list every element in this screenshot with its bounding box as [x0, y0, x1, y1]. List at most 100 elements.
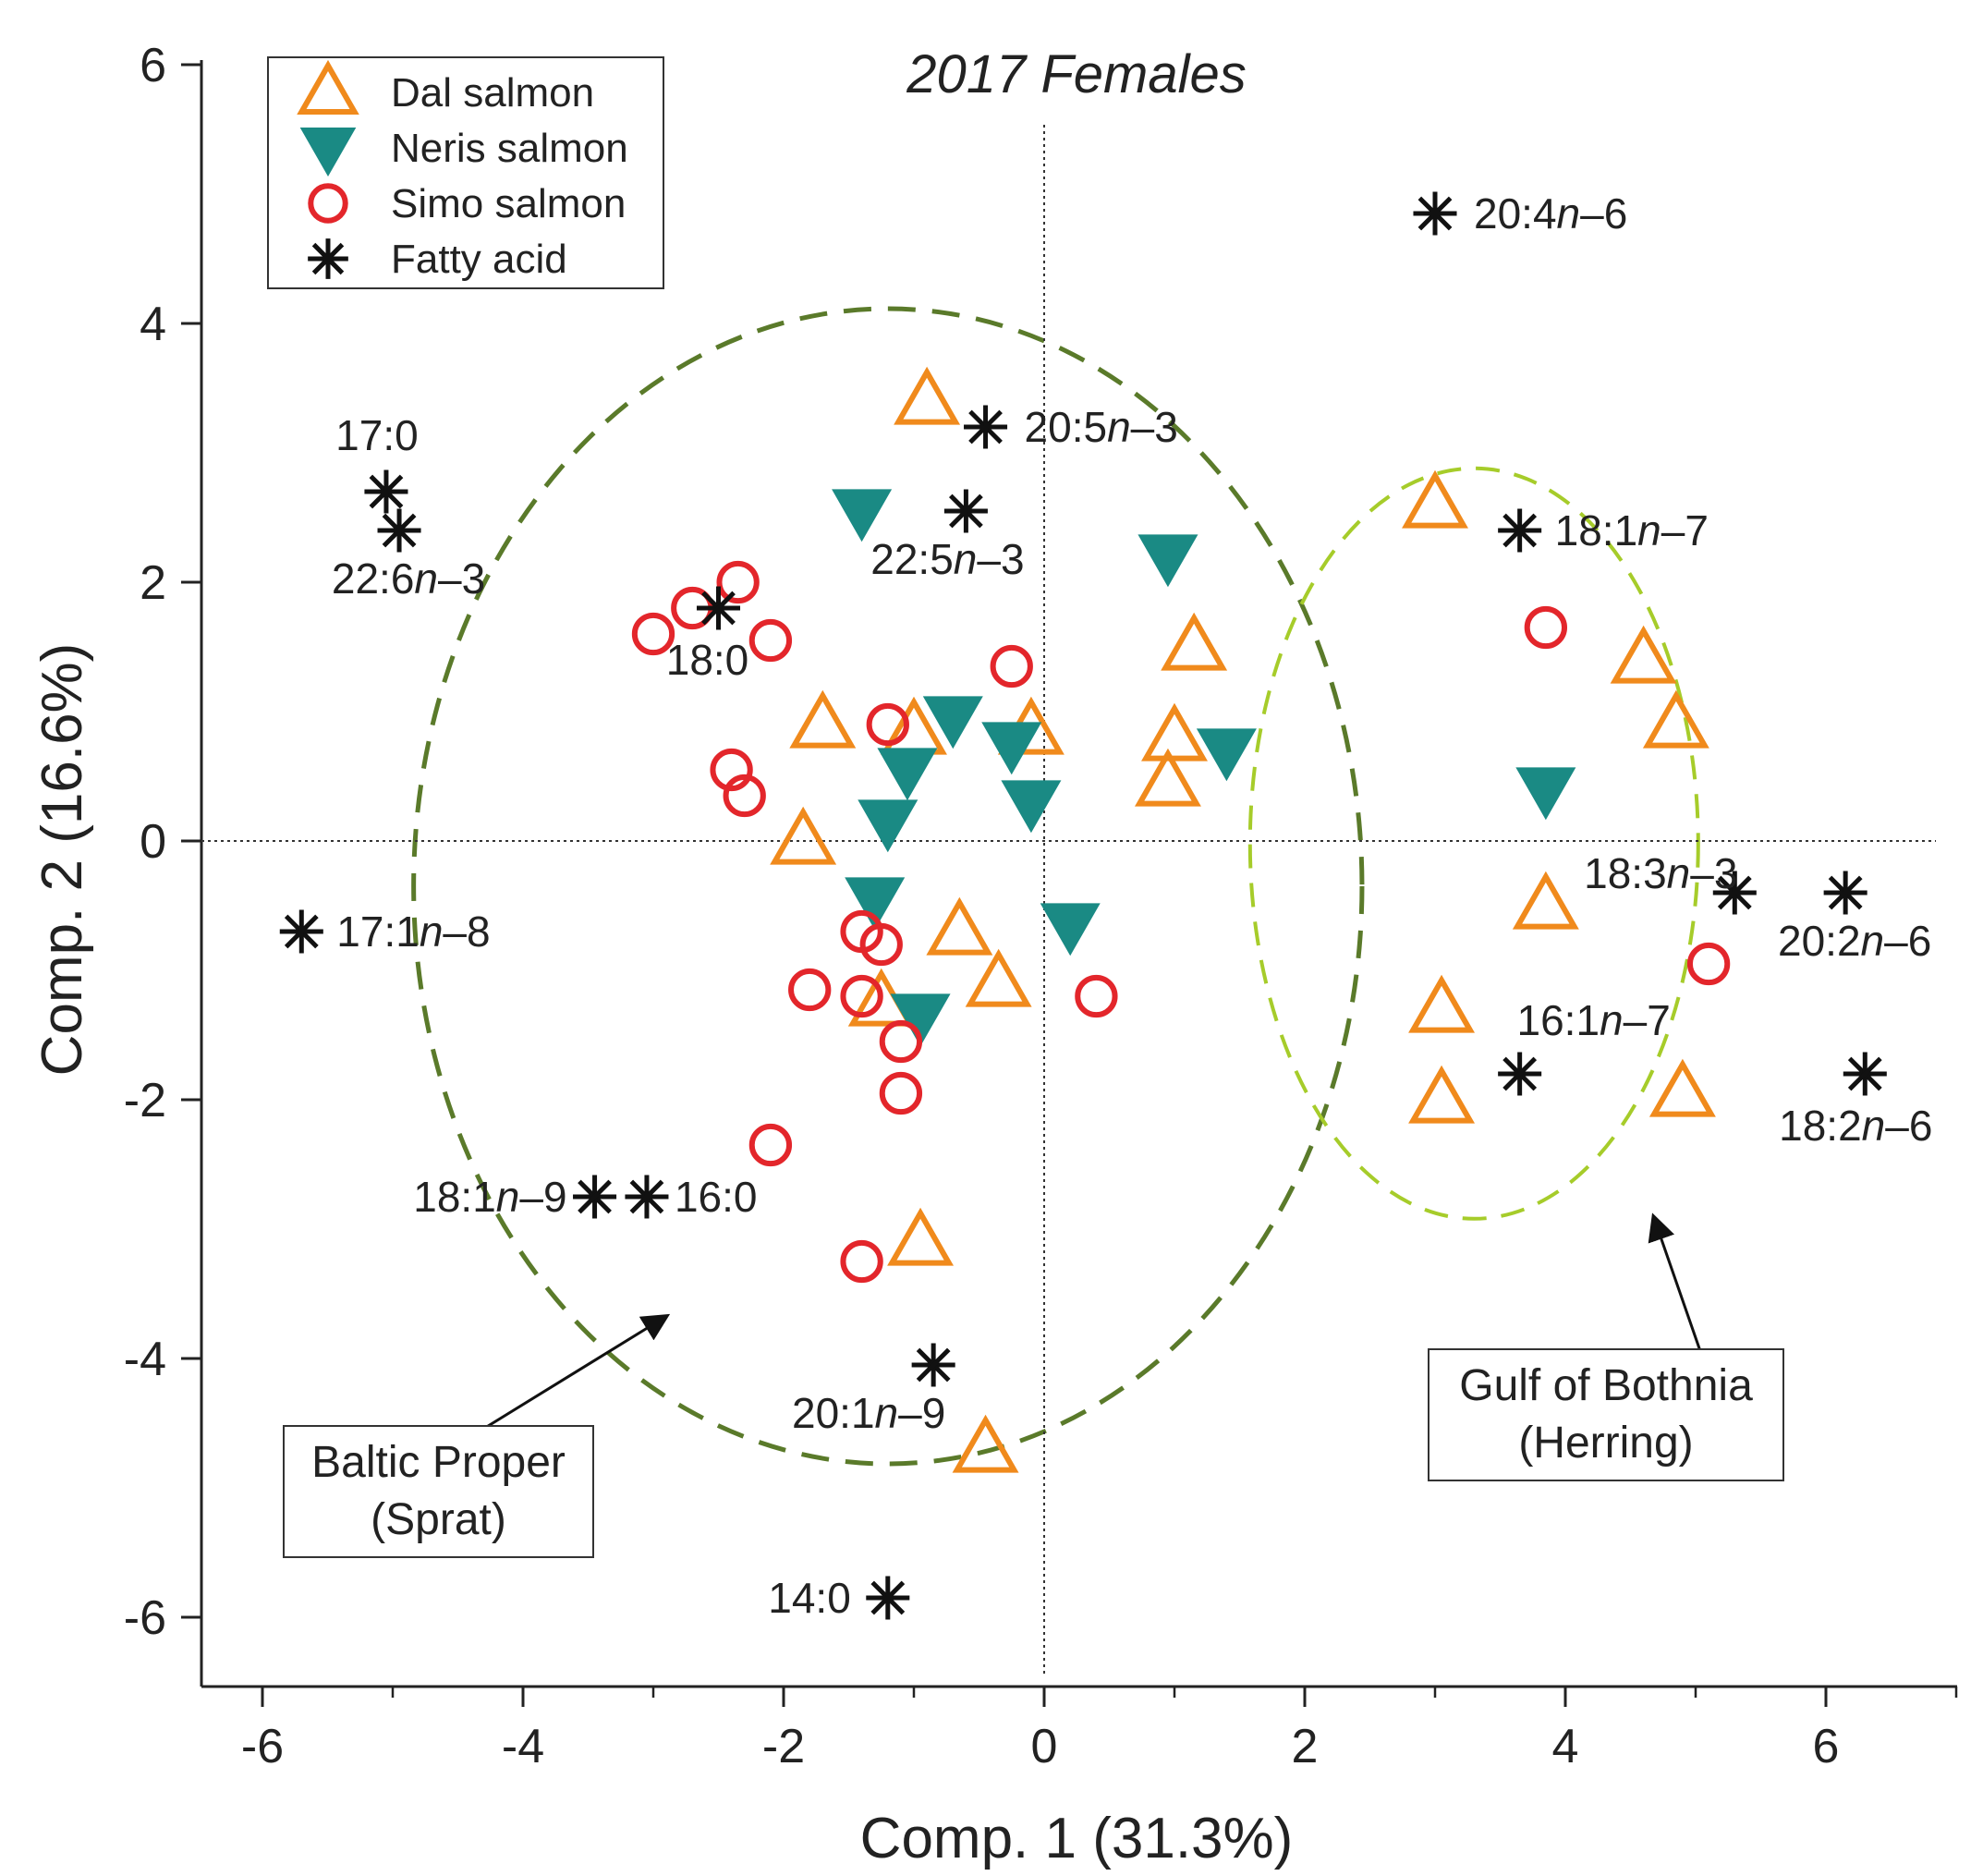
data-point	[788, 968, 832, 1012]
data-point	[723, 774, 766, 818]
legend-label: Fatty acid	[391, 237, 567, 282]
series-neris-salmon	[832, 489, 1576, 1047]
fatty-acid-label: 18:1n–9	[413, 1173, 566, 1221]
y-axis-label: Comp. 2 (16.6%)	[30, 643, 94, 1077]
fatty-acid-label: 20:4n–6	[1474, 189, 1627, 238]
data-point	[866, 1576, 910, 1620]
asterisk-stroke	[578, 1179, 612, 1214]
fatty-acid-label: 14:0	[768, 1574, 851, 1622]
y-tick-label: -6	[124, 1591, 166, 1645]
reference-lines	[201, 125, 1936, 1677]
asterisk-stroke	[1417, 196, 1453, 231]
gulf-annotation-box	[1428, 1348, 1784, 1481]
data-point	[1524, 605, 1568, 650]
fatty-acid-label: 16:0	[675, 1173, 758, 1221]
x-tick-label: -2	[762, 1720, 805, 1773]
baltic-annotation-text: Baltic Proper	[311, 1438, 566, 1487]
data-point	[859, 922, 903, 967]
y-tick-label: 4	[140, 298, 166, 351]
series-fatty-acid	[279, 191, 1887, 1620]
data-point	[1648, 1058, 1716, 1117]
data-point	[625, 1175, 669, 1219]
data-point	[1642, 689, 1709, 749]
data-point	[1843, 1052, 1887, 1096]
data-point	[1001, 780, 1062, 834]
data-point	[770, 806, 837, 865]
fatty-acid-label: 22:6n–3	[332, 554, 485, 603]
data-point	[1075, 974, 1118, 1018]
fatty-acid-label: 18:3n–3	[1584, 849, 1737, 897]
data-point	[748, 618, 793, 663]
data-point	[631, 612, 675, 656]
gulf-annotation-text: (Herring)	[1518, 1419, 1693, 1468]
asterisk-stroke	[949, 493, 983, 529]
legend-marker	[308, 183, 348, 224]
fatty-acid-label: 18:2n–6	[1779, 1102, 1932, 1150]
data-point	[840, 974, 883, 1018]
data-point	[710, 748, 753, 792]
asterisk-stroke	[311, 242, 345, 275]
data-point	[866, 702, 909, 747]
data-point	[894, 366, 961, 425]
baltic-proper-ellipse	[411, 306, 1365, 1467]
fatty-acid-label: 18:0	[666, 636, 749, 684]
asterisk-stroke	[1828, 875, 1863, 910]
data-point	[1712, 871, 1757, 915]
data-point	[879, 1019, 923, 1064]
fatty-acid-label: 20:5n–3	[1025, 403, 1178, 451]
asterisk-stroke	[1847, 1056, 1882, 1091]
data-point	[943, 489, 988, 533]
chart-title: 2017 Females	[906, 44, 1247, 104]
data-point	[952, 1414, 1019, 1473]
data-point	[965, 948, 1032, 1007]
fatty-acid-label: 20:2n–6	[1778, 917, 1931, 965]
data-point	[879, 1071, 923, 1115]
data-point	[858, 799, 919, 853]
x-tick-label: 2	[1292, 1720, 1319, 1773]
data-point	[789, 689, 857, 749]
legend-label: Dal salmon	[391, 70, 594, 116]
asterisk-stroke	[629, 1179, 664, 1214]
data-point	[696, 586, 741, 630]
baltic-arrow	[484, 1313, 671, 1430]
data-point	[1402, 469, 1468, 529]
x-axis-label: Comp. 1 (31.3%)	[860, 1807, 1294, 1870]
legend-marker	[299, 127, 357, 177]
data-point	[1141, 702, 1208, 761]
asterisk-stroke	[916, 1347, 951, 1383]
data-point	[845, 877, 906, 931]
asterisk-stroke	[701, 591, 736, 626]
data-point	[1408, 974, 1476, 1033]
data-point	[1134, 748, 1201, 807]
group-ellipses	[411, 306, 1700, 1467]
data-point	[877, 748, 938, 801]
data-point	[1413, 191, 1457, 236]
data-point	[1823, 871, 1867, 915]
fatty-acid-label: 17:0	[335, 411, 419, 459]
y-tick-label: 6	[140, 39, 166, 92]
asterisk-stroke	[284, 914, 319, 949]
annotations: Baltic Proper (Sprat) Gulf of Bothnia (Herr…	[283, 1212, 1784, 1558]
gulf-annotation-text: Gulf of Bothnia	[1459, 1361, 1753, 1410]
asterisk-stroke	[968, 409, 1003, 445]
fatty-acid-label: 18:1n–7	[1555, 506, 1709, 554]
legend-marker	[297, 59, 359, 116]
legend-marker	[308, 238, 348, 279]
asterisk-stroke	[1502, 1056, 1538, 1091]
data-point	[573, 1175, 617, 1219]
legend: Dal salmon Neris salmon Simo salmon Fatty a…	[267, 56, 664, 289]
legend-label: Simo salmon	[391, 181, 626, 226]
data-point	[964, 405, 1008, 449]
data-point	[377, 508, 421, 553]
data-point	[926, 896, 993, 956]
fatty-acid-label: 16:1n–7	[1517, 996, 1671, 1044]
data-point	[1686, 942, 1731, 986]
data-point	[840, 1239, 883, 1284]
data-point	[1610, 625, 1677, 684]
y-tick-label: -4	[124, 1333, 166, 1386]
series-simo-salmon	[631, 560, 1731, 1284]
data-point	[1408, 1065, 1476, 1124]
gulf-arrow	[1648, 1212, 1702, 1352]
y-tick-label: 0	[140, 815, 166, 869]
